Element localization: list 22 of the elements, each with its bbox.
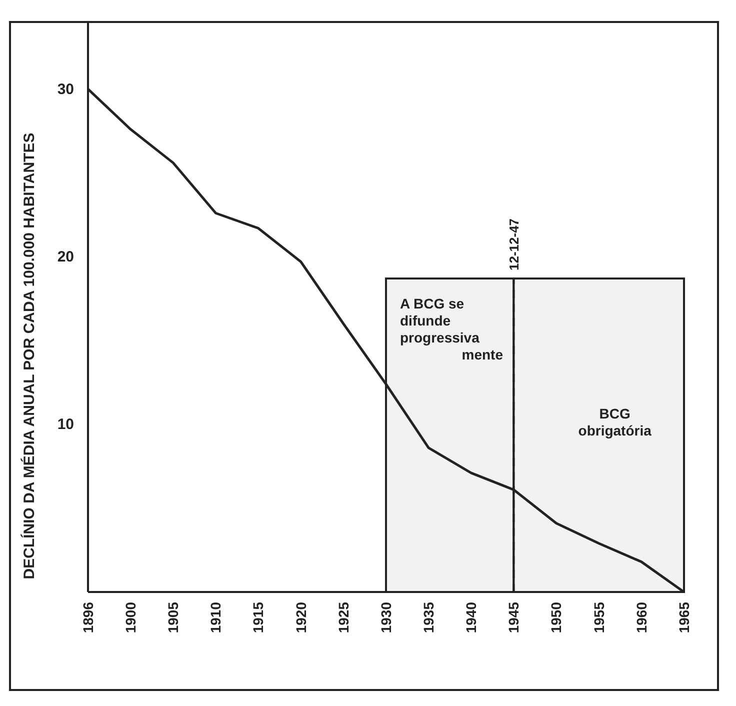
x-tick-label: 1930 xyxy=(378,602,394,634)
band-label: BCG obrigatória xyxy=(578,406,652,438)
x-tick-label: 1925 xyxy=(335,602,352,634)
x-tick-label: 1955 xyxy=(590,602,607,634)
x-tick-label: 1945 xyxy=(506,602,522,634)
y-tick-label: 20 xyxy=(57,248,74,266)
x-tick-label: 1900 xyxy=(122,602,138,634)
y-tick-label: 30 xyxy=(57,80,74,98)
x-tick-label: 1915 xyxy=(250,602,266,634)
band-label: A BCG se difunde progressiva mente xyxy=(400,296,504,362)
x-tick-label: 1950 xyxy=(548,602,564,634)
x-tick-label: 1935 xyxy=(420,602,436,634)
x-tick-label: 1910 xyxy=(208,602,224,634)
x-tick-label: 1905 xyxy=(165,602,182,634)
x-tick-label: 1965 xyxy=(676,602,692,634)
y-axis-title: DECLÍNIO DA MÉDIA ANUAL POR CADA 100.000 HABITANTES xyxy=(20,132,38,580)
ref-line-label: 12-12-47 xyxy=(506,218,522,270)
x-tick-label: 1940 xyxy=(463,602,480,634)
y-tick-label: 10 xyxy=(57,416,74,434)
x-tick-label: 1920 xyxy=(292,602,309,634)
x-tick-label: 1960 xyxy=(633,602,650,634)
x-tick-label: 1896 xyxy=(80,602,96,634)
